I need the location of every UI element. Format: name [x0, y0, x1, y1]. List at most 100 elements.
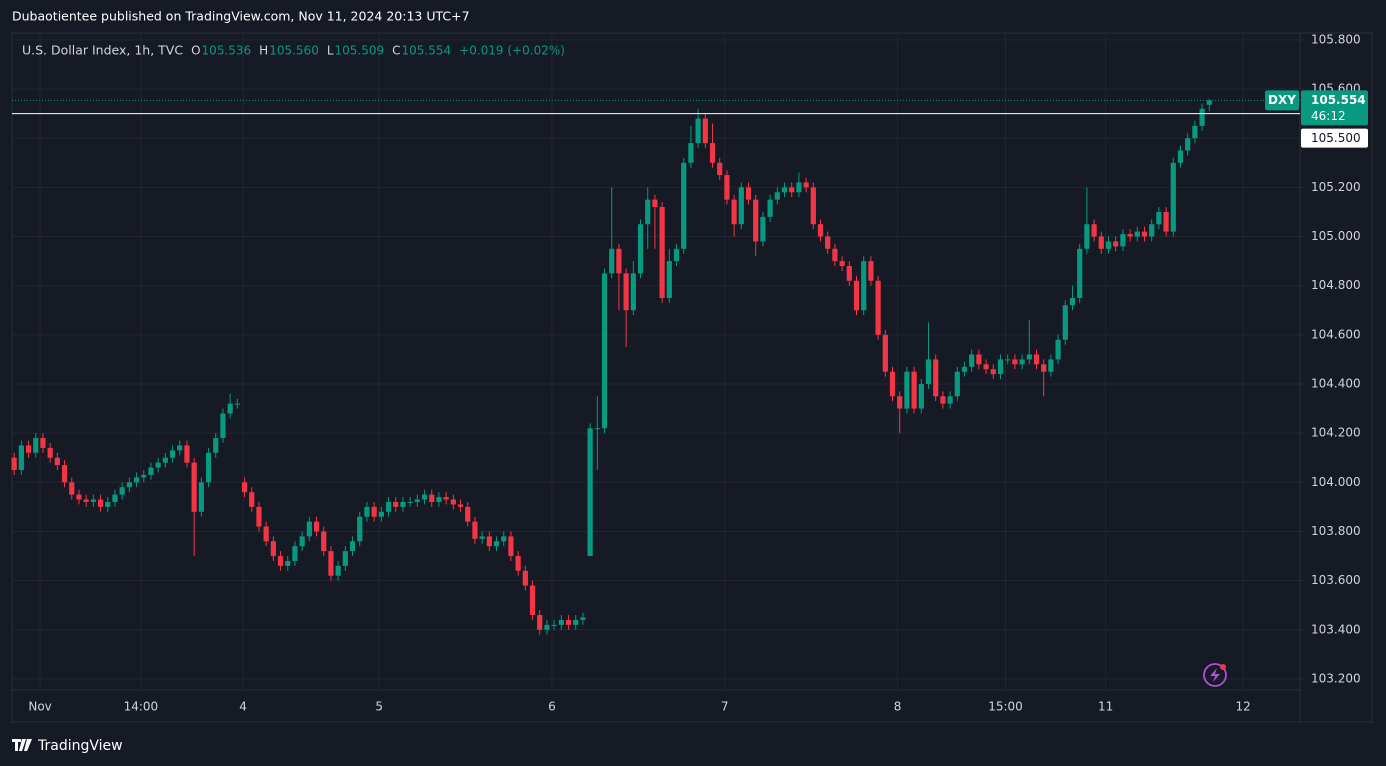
y-tick-label: 104.800: [1311, 278, 1361, 292]
candle-body: [925, 359, 932, 384]
candle-body: [681, 162, 687, 249]
candle-body: [609, 248, 615, 274]
y-tick-label: 104.400: [1311, 376, 1361, 390]
y-tick-label: 105.000: [1311, 229, 1361, 243]
candle-body: [522, 570, 528, 586]
x-tick-label: 6: [548, 700, 556, 714]
candle-body: [364, 506, 370, 517]
x-tick-label: 14:00: [124, 700, 159, 714]
candle-body: [803, 182, 809, 188]
candle-body: [321, 531, 327, 552]
candle-body: [969, 354, 975, 367]
icon-dot[interactable]: [1220, 664, 1226, 670]
candle-body: [868, 261, 874, 281]
y-tick-label: 103.800: [1311, 524, 1361, 538]
y-tick-label: 104.600: [1311, 327, 1361, 341]
candle-body: [573, 619, 579, 625]
candle-body: [961, 366, 968, 372]
candle-body: [637, 224, 644, 274]
candle-body: [904, 371, 910, 409]
candle-body: [306, 521, 312, 537]
candle-body: [976, 354, 982, 365]
icon-bolt[interactable]: [1210, 668, 1220, 682]
candle-body: [594, 428, 600, 430]
candle-body: [558, 619, 564, 625]
candle-body: [717, 162, 723, 176]
candle-body: [1127, 234, 1133, 237]
candle-body: [349, 541, 356, 552]
candle-body: [285, 560, 291, 566]
icon-ring[interactable]: [1203, 663, 1227, 687]
alert-icon[interactable]: [1203, 663, 1227, 687]
legend-c: C: [392, 44, 400, 58]
candle-body: [493, 541, 500, 547]
y-tick-label: 103.600: [1311, 573, 1361, 587]
candle-body: [882, 334, 888, 372]
candle-body: [1026, 354, 1032, 360]
candle-body: [292, 546, 298, 561]
candle-body: [47, 447, 53, 458]
candle-body: [630, 273, 636, 311]
y-tick-label: 104.200: [1311, 426, 1361, 440]
candle-body: [544, 624, 550, 630]
legend-close: 105.554: [402, 44, 452, 58]
candle-body: [407, 501, 413, 503]
candle-body: [465, 506, 471, 522]
candle-body: [1206, 100, 1212, 105]
candle-body: [501, 536, 507, 542]
candle-body: [119, 487, 125, 495]
candle-body: [695, 118, 701, 144]
candle-body: [213, 438, 219, 453]
candle-body: [940, 396, 946, 404]
candle-body: [659, 207, 665, 298]
candle-body: [450, 499, 456, 505]
candle-body: [126, 482, 132, 488]
candle-body: [148, 467, 154, 475]
candle-body: [97, 499, 104, 507]
footer-logo: TradingView: [12, 738, 123, 754]
candle-body: [745, 187, 752, 200]
candle-body: [709, 143, 716, 163]
candle-body: [1019, 359, 1025, 365]
candle-body: [1069, 297, 1076, 306]
x-tick-label: Nov: [28, 700, 51, 714]
last-price-label: 105.554: [1311, 93, 1366, 107]
candle-body: [220, 413, 226, 439]
candle-body: [328, 551, 334, 576]
candle-body: [997, 359, 1004, 375]
candle-body: [839, 261, 845, 267]
y-tick-label: 103.200: [1311, 671, 1361, 685]
candle-body: [335, 565, 341, 576]
candle-body: [825, 236, 831, 249]
candle-body: [155, 462, 161, 468]
candle-body: [1098, 236, 1104, 249]
x-tick-label: 15:00: [988, 700, 1023, 714]
candle-body: [234, 403, 240, 405]
candle-body: [846, 266, 852, 281]
candle-body: [738, 187, 744, 225]
last-price-box: [1301, 90, 1368, 126]
candle-body: [205, 452, 212, 483]
candle-body: [889, 371, 896, 397]
candle-body: [1062, 305, 1068, 340]
candle-body: [1192, 125, 1198, 139]
candle-body: [990, 369, 996, 375]
candle-body: [270, 541, 276, 557]
candle-body: [371, 506, 377, 517]
symbol-label: DXY: [1268, 93, 1296, 107]
candle-body: [601, 273, 608, 429]
candle-body: [724, 175, 730, 200]
candle-body: [169, 450, 176, 458]
candle-body: [508, 536, 514, 557]
candle-body: [1163, 211, 1169, 232]
candle-body: [1091, 224, 1097, 237]
candle-body: [443, 497, 449, 500]
candle-body: [954, 371, 960, 397]
candle-body: [414, 499, 420, 502]
candle-body: [191, 462, 197, 512]
candle-body: [1033, 354, 1040, 365]
reference-label-box: [1301, 128, 1368, 148]
candle-body: [623, 273, 629, 311]
candle-body: [1156, 211, 1162, 225]
candle-body: [33, 438, 39, 453]
